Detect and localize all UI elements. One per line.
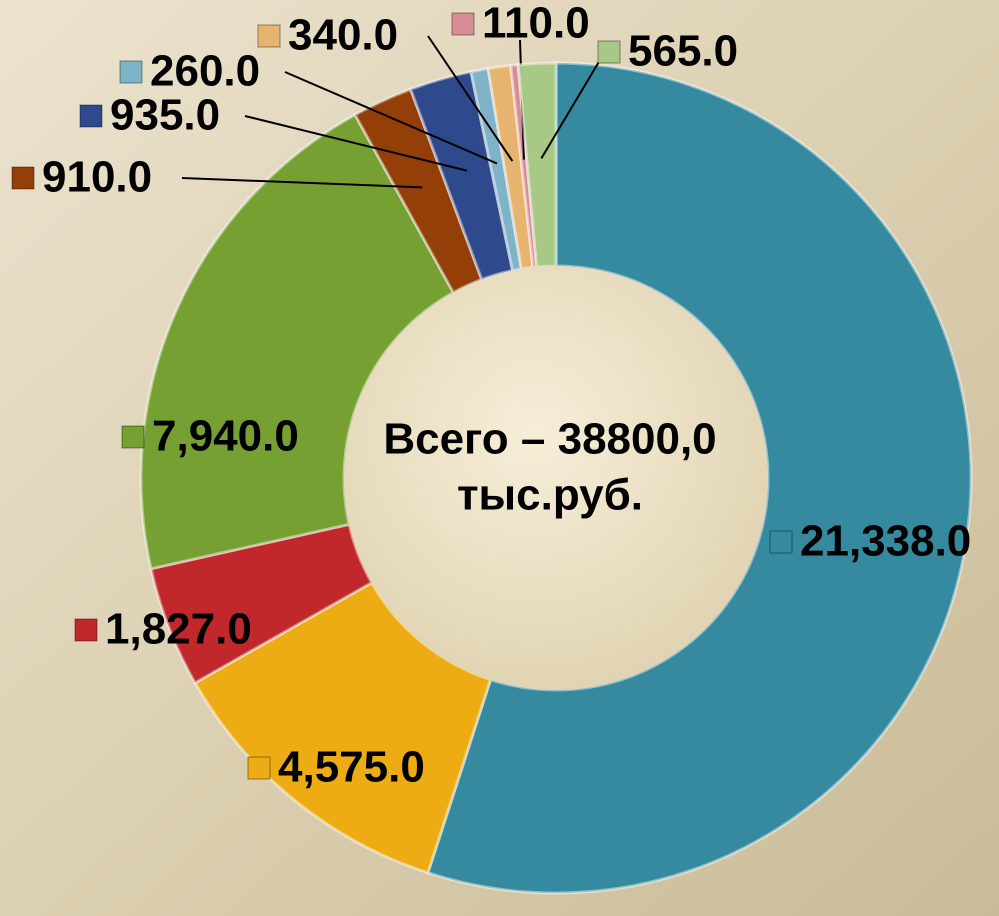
- legend-marker: [121, 425, 145, 449]
- center-text: тыс.руб.: [457, 471, 643, 520]
- data-label: 21,338.0: [800, 517, 971, 566]
- legend-marker: [79, 104, 103, 128]
- data-label: 340.0: [288, 11, 398, 60]
- legend-marker: [247, 756, 271, 780]
- legend-marker: [257, 24, 281, 48]
- leader-line: [284, 71, 498, 165]
- data-label: 4,575.0: [278, 743, 425, 792]
- legend-marker: [74, 618, 98, 642]
- leader-line: [181, 177, 423, 189]
- data-label: 7,940.0: [152, 412, 299, 461]
- data-label: 565.0: [628, 27, 738, 76]
- data-label: 935.0: [110, 91, 220, 140]
- data-label: 260.0: [150, 47, 260, 96]
- donut-hole: [344, 266, 768, 690]
- data-label: 910.0: [42, 153, 152, 202]
- data-label: 110.0: [482, 0, 590, 48]
- legend-marker: [451, 12, 475, 36]
- data-label: 1,827.0: [105, 605, 252, 654]
- legend-marker: [11, 166, 35, 190]
- center-text: Всего – 38800,0: [383, 415, 716, 464]
- legend-marker: [597, 40, 621, 64]
- legend-marker: [769, 530, 793, 554]
- leader-line: [540, 54, 604, 159]
- leader-line: [244, 115, 468, 172]
- leader-line: [427, 35, 514, 162]
- legend-marker: [119, 60, 143, 84]
